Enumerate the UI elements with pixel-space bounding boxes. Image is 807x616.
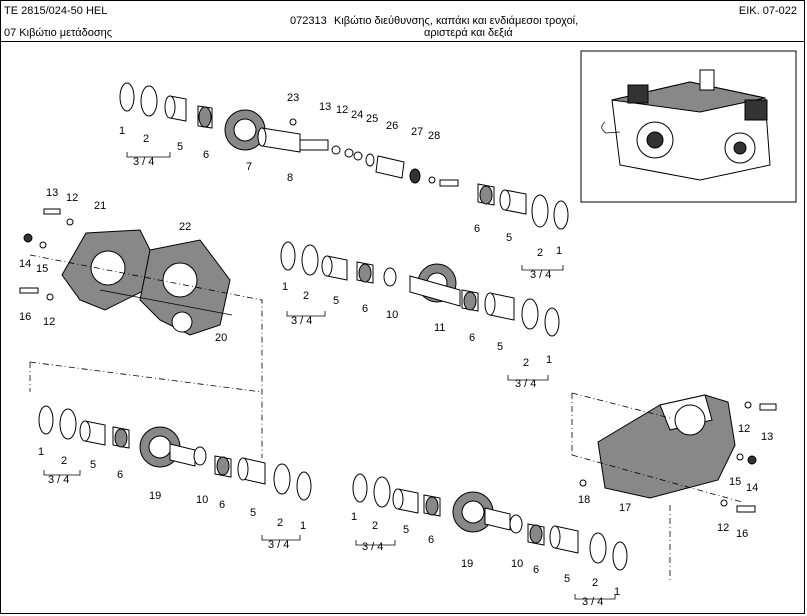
right-cover-assembly [571, 392, 777, 580]
callout-3-4-middle-right: 3 / 4 [515, 378, 536, 390]
callout-7: 7 [246, 161, 252, 173]
callout-11-left-lower: 12 [43, 316, 55, 328]
callout-2-top-right: 2 [537, 247, 543, 259]
callout-12-right: 13 [761, 431, 773, 443]
callout-2-lower-left-2: 2 [277, 517, 283, 529]
callout-2-lower-right-2: 2 [592, 577, 598, 589]
callout-3-4-middle: 3 / 4 [291, 315, 312, 327]
callout-9-lower-right: 10 [511, 558, 523, 570]
callout-5-top-right: 5 [506, 232, 512, 244]
callout-1: 1 [119, 125, 125, 137]
callout-12-left: 13 [46, 187, 58, 199]
callout-5: 5 [177, 141, 183, 153]
callout-5-middle: 5 [333, 295, 339, 307]
callout-5-middle-right: 5 [497, 341, 503, 353]
callout-3-4-lower-right-2: 3 / 4 [582, 596, 603, 608]
callout-14-left: 15 [36, 263, 48, 275]
callout-1-lower-right: 1 [351, 511, 357, 523]
callout-labels: 1 2 3 / 4 5 6 7 8 23 13 12 24 25 26 27 2… [19, 92, 773, 608]
callout-5-lower-right-2: 5 [564, 573, 570, 585]
callout-6-lower-right: 6 [428, 534, 434, 546]
callout-1-middle-right: 1 [546, 354, 552, 366]
callout-12-top: 13 [319, 101, 331, 113]
callout-5-lower-right: 5 [403, 524, 409, 536]
callout-18-left: 19 [149, 490, 161, 502]
callout-9-middle: 10 [386, 309, 398, 321]
callout-brackets [43, 152, 616, 600]
callout-5-lower-left-2: 5 [250, 507, 256, 519]
section-title-line-2: αριστερά και δεξιά [424, 27, 513, 39]
callout-13-left: 14 [19, 258, 31, 270]
callout-2: 2 [143, 133, 149, 145]
callout-2-middle-right: 2 [523, 357, 529, 369]
group-name: 07 Κιβώτιο μετάδοσης [4, 27, 113, 39]
figure-number: ΕΙΚ. 07-022 [738, 5, 797, 17]
callout-15-left: 16 [19, 311, 31, 323]
callout-18-right: 19 [461, 558, 473, 570]
callout-1-lower-left-2: 1 [300, 520, 306, 532]
assembly-thumbnail [580, 50, 797, 203]
callout-21: 22 [179, 221, 191, 233]
callout-22: 23 [287, 92, 299, 104]
callout-10: 11 [434, 322, 445, 334]
callout-3-4-lower-right: 3 / 4 [362, 541, 383, 553]
callout-3-4-lower-left-2: 3 / 4 [268, 539, 289, 551]
callout-11-left: 12 [66, 192, 78, 204]
callout-3-4-lower-left: 3 / 4 [48, 474, 69, 486]
callout-15-right: 16 [736, 528, 748, 540]
callout-6-top-right: 6 [474, 223, 480, 235]
callout-11-top: 12 [336, 104, 348, 116]
callout-8: 8 [287, 172, 293, 184]
section-code: 072313 [290, 15, 327, 27]
callout-17: 18 [578, 494, 590, 506]
callout-1-top-right: 1 [556, 245, 562, 257]
top-shaft-assembly [119, 82, 569, 230]
section-title-line-1: Κιβώτιο διεύθυνσης, καπάκι και ενδιάμεσο… [334, 15, 579, 27]
callout-6-lower-left-2: 6 [219, 499, 225, 511]
middle-shaft-assembly [280, 241, 560, 337]
callout-2-middle: 2 [303, 290, 309, 302]
callout-6-middle-right: 6 [469, 332, 475, 344]
header-rule [0, 41, 805, 42]
callout-1-lower-left: 1 [38, 446, 44, 458]
callout-6-middle: 6 [362, 303, 368, 315]
callout-6-lower-left: 6 [117, 469, 123, 481]
callout-26: 27 [411, 126, 423, 138]
callout-16: 17 [619, 502, 631, 514]
callout-6: 6 [203, 149, 209, 161]
callout-23: 24 [351, 109, 363, 121]
callout-25: 26 [386, 120, 398, 132]
callout-20: 21 [94, 200, 106, 212]
callout-2-lower-right: 2 [372, 520, 378, 532]
callout-1-middle: 1 [282, 281, 288, 293]
callout-9-lower-left: 10 [196, 494, 208, 506]
callout-14-right: 15 [729, 476, 741, 488]
callout-19: 20 [215, 332, 227, 344]
callout-11-right: 12 [738, 423, 750, 435]
callout-3-4: 3 / 4 [133, 156, 154, 168]
callout-1-lower-right-2: 1 [614, 586, 620, 598]
lower-right-shaft-assembly [352, 473, 628, 571]
callout-27: 28 [428, 130, 440, 142]
left-cover-assembly [19, 208, 263, 458]
callout-5-lower-left: 5 [90, 459, 96, 471]
callout-13-right: 14 [746, 482, 758, 494]
model-number: TE 2815/024-50 HEL [4, 5, 108, 17]
callout-2-lower-left: 2 [61, 455, 67, 467]
callout-6-lower-right-2: 6 [533, 564, 539, 576]
callout-11-right-lower: 12 [717, 522, 729, 534]
lower-left-shaft-assembly [38, 405, 312, 501]
callout-3-4-top-right: 3 / 4 [530, 269, 551, 281]
callout-24: 25 [366, 113, 378, 125]
